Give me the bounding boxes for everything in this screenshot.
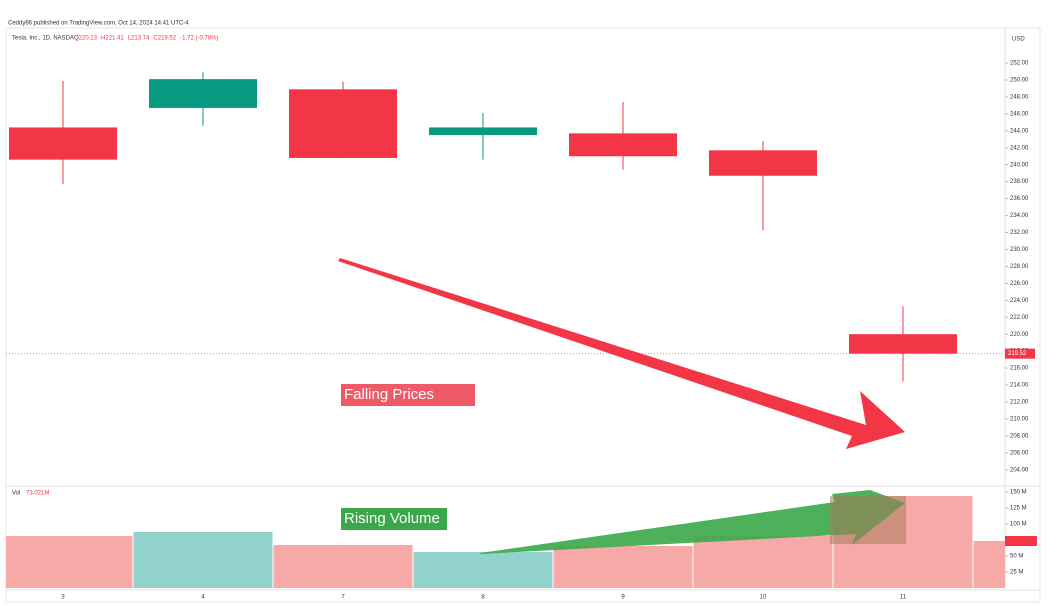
x-tick-label: 8 <box>481 595 485 601</box>
volume-bar <box>133 532 273 588</box>
y-tick-label: 208.00 <box>1010 433 1029 439</box>
y-tick-label: 204.00 <box>1010 467 1029 473</box>
frame <box>5 27 1041 603</box>
y-tick-label: 214.00 <box>1010 383 1029 389</box>
overlap-tint <box>830 496 906 544</box>
ohlc-text: L213.74 <box>128 36 150 42</box>
price-tag-label: 219.52 <box>1008 351 1027 357</box>
falling-arrow <box>338 258 905 449</box>
volume-title: Vol <box>12 491 20 497</box>
y-tick-label: 212.00 <box>1010 400 1029 406</box>
annotation-box <box>341 508 447 530</box>
volume-bar <box>273 544 413 588</box>
y-tick-label: 206.00 <box>1010 450 1029 456</box>
credit: Ceddy86 published on TradingView.com, Oc… <box>8 21 189 27</box>
y-tick-label: 50 M <box>1010 554 1023 560</box>
y-tick-label: 25 M <box>1010 570 1023 576</box>
y-tick-label: 230.00 <box>1010 247 1029 253</box>
annotation: Falling Prices <box>344 386 434 403</box>
y-tick-label: 226.00 <box>1010 281 1029 287</box>
candle-body <box>429 127 537 136</box>
x-tick-label: 10 <box>760 595 767 601</box>
volume-tag <box>1005 536 1037 547</box>
ohlc-text: O220.13 <box>74 36 98 42</box>
volume-bar <box>553 546 693 588</box>
x-tick-label: 3 <box>61 595 65 601</box>
candle-body <box>289 89 397 158</box>
rising-arrow <box>480 490 905 554</box>
overlay: Falling Prices Rising Volume <box>338 258 906 554</box>
y-tick-label: 224.00 <box>1010 298 1029 304</box>
y-tick-label: 100 M <box>1010 522 1027 528</box>
volume-text: 73.021M <box>26 491 49 497</box>
x-tick-label: 11 <box>900 595 907 601</box>
y-tick-label: 150 M <box>1010 490 1027 496</box>
y-tick-label: 252.00 <box>1010 61 1029 67</box>
volume-bar <box>973 541 1005 588</box>
annotation: Rising Volume <box>344 510 440 527</box>
y-tick-label: 234.00 <box>1010 213 1029 219</box>
y-tick-label: 228.00 <box>1010 264 1029 270</box>
x-tick-label: 7 <box>341 595 345 601</box>
y-tick-label: 216.00 <box>1010 366 1029 372</box>
y-tick-label: 250.00 <box>1010 78 1029 84</box>
y-tick-label: 238.00 <box>1010 179 1029 185</box>
y-tick-label: 125 M <box>1010 506 1027 512</box>
candle-body <box>9 127 117 160</box>
y-tick-label: 232.00 <box>1010 230 1029 236</box>
candle-body <box>709 150 817 176</box>
y-tick-label: 220.00 <box>1010 332 1029 338</box>
ohlc-text: H221.41 <box>101 36 124 42</box>
volume-bar <box>6 536 133 588</box>
price-tag <box>1005 348 1035 359</box>
y-tick-label: 236.00 <box>1010 196 1029 202</box>
x-tick-label: 4 <box>201 595 205 601</box>
y-tick-label: 240.00 <box>1010 162 1029 168</box>
ohlc-text: -1.72 (-0.78%) <box>180 36 218 42</box>
currency: USD <box>1012 37 1025 43</box>
volume-bar <box>413 552 553 588</box>
candle-body <box>569 133 677 157</box>
annotation-box <box>341 384 475 406</box>
y-tick-label: 244.00 <box>1010 128 1029 134</box>
x-tick-label: 9 <box>621 595 625 601</box>
volume-bar <box>693 536 833 588</box>
y-tick-label: 248.00 <box>1010 95 1029 101</box>
y-tick-label: 242.00 <box>1010 145 1029 151</box>
y-tick-label: 210.00 <box>1010 416 1029 422</box>
ohlc-text: C219.52 <box>153 36 176 42</box>
y-tick-label: 222.00 <box>1010 315 1029 321</box>
chart-title: Tesla, Inc., 1D, NASDAQ <box>12 36 79 42</box>
candle-body <box>149 79 257 108</box>
candle-body <box>849 334 957 354</box>
y-tick-label: 246.00 <box>1010 111 1029 117</box>
